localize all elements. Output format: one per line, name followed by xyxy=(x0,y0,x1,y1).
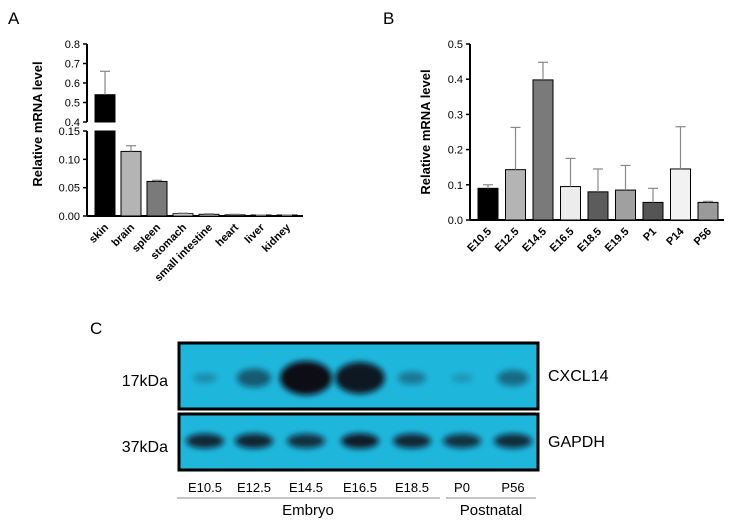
lane-label: P56 xyxy=(501,480,524,495)
gapdh-band xyxy=(443,433,481,449)
panel-a-ytick-label: 0.8 xyxy=(65,39,80,51)
cxcl14-band xyxy=(335,362,385,394)
panel-b-ytick-label: 0.1 xyxy=(448,180,463,192)
lane-label: E10.5 xyxy=(188,480,222,495)
panel-label-b: B xyxy=(383,9,394,28)
group-label-postnatal: Postnatal xyxy=(460,502,523,519)
lane-label: E14.5 xyxy=(289,480,323,495)
panel-b-xtick-label: E14.5 xyxy=(520,226,549,255)
panel-b-xtick-label: E19.5 xyxy=(603,226,632,255)
lane-label: E12.5 xyxy=(237,480,271,495)
group-label-embryo: Embryo xyxy=(282,502,334,519)
panel-b-ytick-label: 0.5 xyxy=(448,39,463,51)
panel-a-ytick-label: 0.10 xyxy=(59,154,80,166)
panel-a-ylabel: Relative mRNA level xyxy=(30,61,45,186)
panel-a-bar xyxy=(198,213,220,217)
cxcl14-band xyxy=(497,370,529,386)
panel-b-xtick-label: E10.5 xyxy=(465,226,494,255)
gapdh-band xyxy=(186,433,224,449)
panel-a-ytick-label: 0.00 xyxy=(59,211,80,223)
panel-b-bar xyxy=(615,189,636,221)
panel-b-bar xyxy=(505,169,526,221)
cxcl14-bands xyxy=(193,361,529,395)
panel-b-bar xyxy=(532,79,554,221)
panel-a-ytick-label: 0.5 xyxy=(65,98,80,110)
gapdh-bands xyxy=(186,433,532,449)
panel-b-ytick-label: 0.2 xyxy=(448,145,463,157)
panel-b-chart: Relative mRNA level 0.0 0.1 0.2 0.3 0.4 0.5 E… xyxy=(418,39,724,254)
panel-b-bar xyxy=(670,168,691,221)
panel-c-western-blot: 17kDa 37kDa CXCL14 GAPDH E10.5 E12.5 E14.5… xyxy=(122,341,609,519)
protein-label-cxcl14: CXCL14 xyxy=(548,368,609,385)
panel-b-xtick-label: P14 xyxy=(664,225,687,248)
panel-b-ytick-label: 0.4 xyxy=(448,74,463,86)
panel-a-bars xyxy=(94,70,298,217)
panel-b-bar xyxy=(477,187,499,221)
gapdh-band xyxy=(341,433,379,449)
panel-b-xtick-label: E12.5 xyxy=(493,226,522,255)
panel-b-xtick-label: E16.5 xyxy=(548,226,577,255)
cxcl14-band xyxy=(193,373,217,383)
panel-a-xtick-label: heart xyxy=(214,221,242,249)
protein-label-gapdh: GAPDH xyxy=(548,434,605,451)
panel-b-xtick-label: P1 xyxy=(641,226,659,244)
panel-a-xtick-label: kidney xyxy=(260,221,294,255)
panel-a-bar xyxy=(146,180,168,217)
size-marker-17kda: 17kDa xyxy=(122,373,168,390)
panel-b-bar xyxy=(587,191,609,221)
panel-label-a: A xyxy=(8,9,20,28)
panel-b-bar xyxy=(560,186,581,221)
lane-label: E18.5 xyxy=(395,480,429,495)
size-marker-37kda: 37kDa xyxy=(122,439,168,456)
gapdh-band xyxy=(494,433,532,449)
gapdh-band xyxy=(287,433,325,449)
cxcl14-band xyxy=(451,374,473,382)
gapdh-band xyxy=(235,433,273,449)
panel-b-bars xyxy=(477,61,719,221)
panel-a-ytick-label: 0.15 xyxy=(59,126,80,138)
panel-a-ytick-label: 0.4 xyxy=(65,117,80,129)
lane-labels: E10.5 E12.5 E14.5 E16.5 E18.5 P0 P56 xyxy=(188,480,525,495)
lane-label: P0 xyxy=(454,480,470,495)
panel-b-ytick-label: 0.0 xyxy=(448,215,463,227)
panel-b-bar xyxy=(642,201,664,221)
panel-a-chart: Relative mRNA level 0.00 0.05 0.10 0.150.4 0… xyxy=(30,39,303,284)
panel-a-ytick-label: 0.05 xyxy=(59,183,80,195)
panel-b-ytick-label: 0.3 xyxy=(448,109,463,121)
panel-a-xtick-label: skin xyxy=(87,221,111,245)
gapdh-band xyxy=(393,433,431,449)
lane-label: E16.5 xyxy=(343,480,377,495)
cxcl14-band xyxy=(280,361,332,395)
panel-b-xtick-label: P56 xyxy=(692,226,714,248)
panel-label-c: C xyxy=(90,319,102,338)
panel-a-bar xyxy=(172,213,194,217)
cxcl14-band xyxy=(236,368,272,388)
panel-a-bar xyxy=(94,130,116,217)
panel-a-bar xyxy=(94,94,116,123)
panel-a-ytick-label: 0.6 xyxy=(65,78,80,90)
cxcl14-band xyxy=(398,371,426,385)
panel-a-ytick-label: 0.7 xyxy=(65,59,80,71)
panel-b-bar xyxy=(697,201,719,221)
panel-b-ylabel: Relative mRNA level xyxy=(418,69,433,194)
panel-a-bar xyxy=(120,150,142,217)
panel-b-xtick-label: E18.5 xyxy=(575,226,604,255)
panel-a-bar xyxy=(224,214,246,217)
